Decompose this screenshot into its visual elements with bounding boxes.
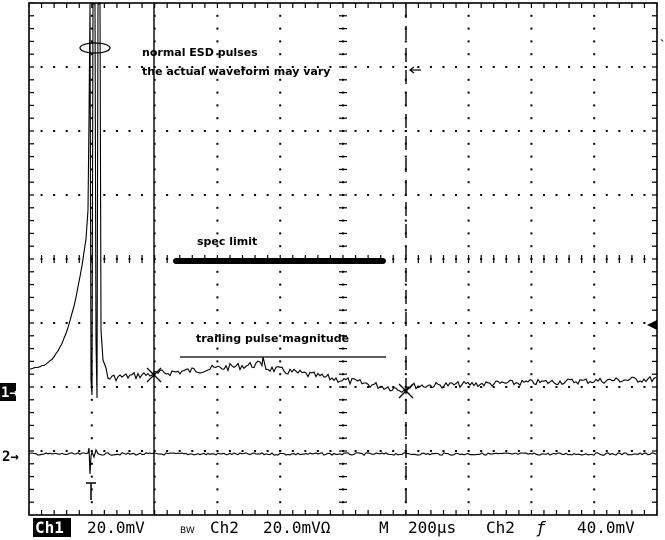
esd-pulse-ellipse	[79, 42, 111, 54]
ch1-scale: 20.0mV	[87, 518, 145, 537]
trigger-level[interactable]: 40.0mV	[577, 518, 635, 537]
cursor-cross-2	[398, 383, 414, 399]
trigger-source[interactable]: Ch2	[486, 518, 515, 537]
timebase-value[interactable]: 200µs	[408, 518, 456, 537]
esd-annotation-line1: normal ESD pulses	[142, 46, 258, 59]
ch2-status-label[interactable]: Ch2	[210, 518, 239, 537]
spec-limit-label: spec limit	[197, 235, 257, 248]
esd-annotation-line2: the actual waveform may vary	[142, 65, 330, 78]
top-right-mark: `	[660, 38, 665, 51]
bw-limit-indicator: BW	[180, 526, 195, 536]
ch1-waveform	[29, 3, 657, 399]
ch1-marker-bg	[0, 383, 16, 401]
ch2-waveform	[29, 447, 657, 475]
trigger-slope-icon: ƒ	[536, 518, 546, 537]
ch1-status-label[interactable]: Ch1	[35, 518, 64, 537]
trigger-position-icon	[86, 482, 96, 500]
cursor-arrow-icon	[409, 66, 421, 74]
trailing-pulse-label: trailing pulse magnitude	[196, 332, 349, 345]
ch2-marker[interactable]: 2→	[2, 449, 19, 465]
trigger-level-arrow-icon	[647, 320, 657, 330]
ch1-marker[interactable]: 1→	[1, 385, 18, 401]
cursor-cross-1	[146, 367, 162, 383]
timebase-label: M	[379, 518, 389, 537]
ch2-scale: 20.0mVΩ	[263, 518, 331, 537]
ch1-badge	[33, 518, 71, 537]
